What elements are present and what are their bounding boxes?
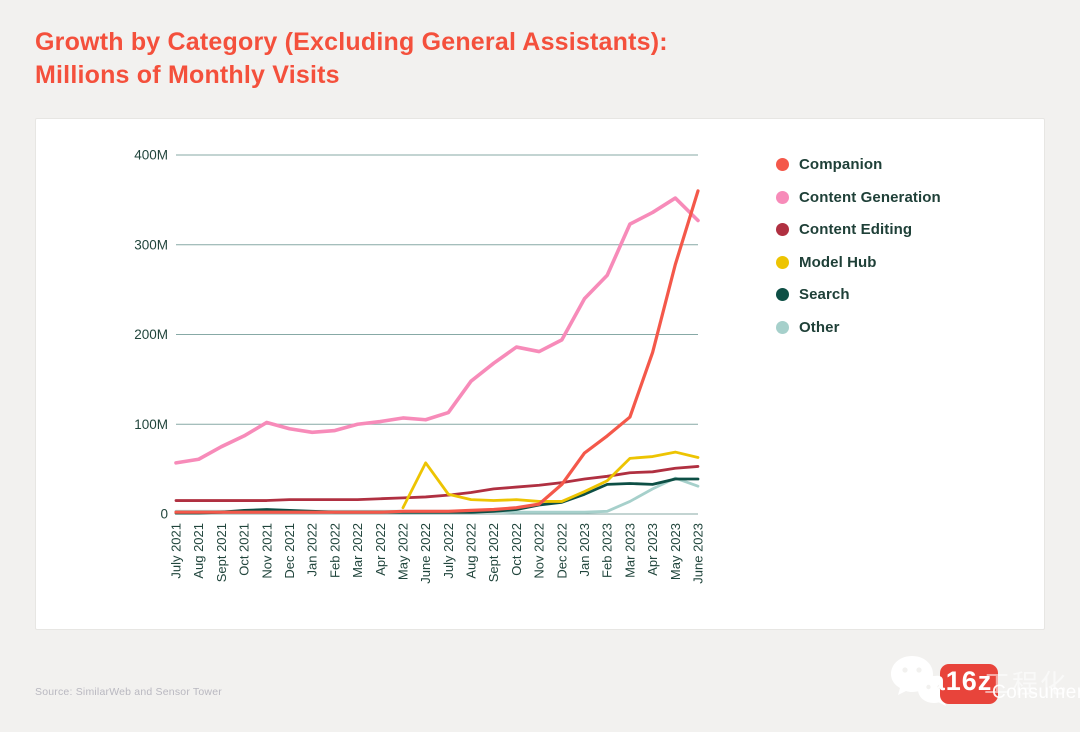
x-tick-july-2021: July 2021 [169, 523, 184, 579]
x-tick-nov-2021: Nov 2021 [259, 523, 274, 579]
page-title-line1: Growth by Category (Excluding General As… [35, 28, 668, 56]
legend-dot-content-editing [776, 223, 789, 236]
source-note: Source: SimilarWeb and Sensor Tower [35, 686, 222, 698]
legend-dot-model-hub [776, 255, 789, 269]
a16z-logo-text: a16z [929, 666, 993, 696]
y-tick-400M: 400M [134, 148, 168, 163]
x-tick-may-2022: May 2022 [395, 523, 410, 580]
legend-item-other: Other [776, 318, 941, 336]
chart-card: 0 100M 200M 300M 400M July 2021 Aug 2021 Sept 2… [35, 118, 1045, 630]
series-line-model-hub [401, 450, 700, 510]
x-tick-july-2022: July 2022 [441, 523, 456, 579]
legend-label-model-hub: Model Hub [799, 253, 877, 271]
legend-label-other: Other [799, 318, 840, 336]
legend-label-search: Search [799, 286, 850, 303]
y-tick-100M: 100M [134, 417, 168, 432]
x-tick-aug-2021: Aug 2021 [191, 523, 206, 579]
x-tick-apr-2023: Apr 2023 [645, 523, 660, 576]
x-tick-mar-2023: Mar 2023 [622, 523, 637, 578]
x-tick-may-2023: May 2023 [668, 523, 683, 580]
y-tick-0: 0 [160, 507, 168, 522]
legend-item-content-generation: Content Generation [776, 188, 941, 206]
legend-item-model-hub: Model Hub [776, 253, 941, 271]
legend-label-content-editing: Content Editing [799, 221, 913, 238]
legend-label-content-generation: Content Generation [799, 188, 941, 206]
y-tick-300M: 300M [134, 237, 168, 252]
growth-line-chart: 0 100M 200M 300M 400M July 2021 Aug 2021 Sept 2… [134, 148, 706, 584]
x-tick-sept-2022: Sept 2022 [486, 523, 501, 582]
x-tick-june-2023: June 2023 [691, 523, 706, 584]
a16z-logo-box [940, 664, 998, 704]
x-tick-june-2022: June 2022 [418, 523, 433, 584]
x-tick-nov-2022: Nov 2022 [532, 523, 547, 579]
legend-item-companion: Companion [776, 156, 941, 173]
y-tick-200M: 200M [134, 327, 168, 342]
page-title-line2: Millions of Monthly Visits [35, 61, 340, 89]
legend-item-search: Search [776, 286, 941, 303]
legend-dot-content-generation [776, 190, 789, 204]
consumer-logo-text: Consumer [992, 682, 1080, 703]
legend-dot-companion [776, 158, 789, 171]
watermark-overlay-text: 工程化 [984, 669, 1069, 699]
page-title: Growth by Category (Excluding General As… [35, 26, 795, 92]
x-tick-oct-2021: Oct 2021 [237, 523, 252, 576]
x-tick-apr-2022: Apr 2022 [373, 523, 388, 576]
x-tick-feb-2022: Feb 2022 [327, 523, 342, 578]
x-tick-jan-2023: Jan 2023 [577, 523, 592, 577]
legend-dot-other [776, 320, 789, 334]
legend-label-companion: Companion [799, 156, 883, 173]
x-tick-dec-2021: Dec 2021 [282, 523, 297, 579]
series-line-companion [174, 189, 700, 514]
x-tick-dec-2022: Dec 2022 [554, 523, 569, 579]
x-tick-mar-2022: Mar 2022 [350, 523, 365, 578]
chart-legend: Companion Content Generation Content Edi… [776, 156, 941, 353]
x-tick-jan-2022: Jan 2022 [305, 523, 320, 577]
legend-item-content-editing: Content Editing [776, 221, 941, 238]
series-line-content-generation [174, 196, 700, 465]
x-tick-feb-2023: Feb 2023 [600, 523, 615, 578]
x-tick-aug-2022: Aug 2022 [464, 523, 479, 579]
legend-dot-search [776, 288, 789, 301]
x-tick-oct-2022: Oct 2022 [509, 523, 524, 576]
x-tick-sept-2021: Sept 2021 [214, 523, 229, 582]
brand-watermark: a16z Consumer 工程化 [888, 650, 1080, 718]
